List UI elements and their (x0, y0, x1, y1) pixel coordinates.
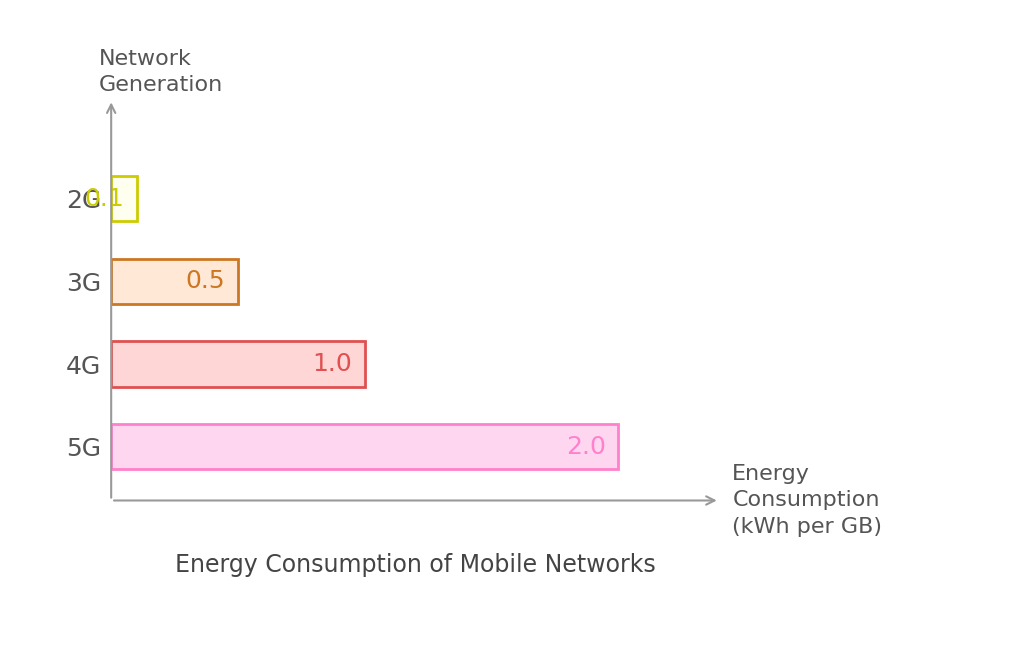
Text: 0.1: 0.1 (84, 187, 124, 211)
Text: Energy
Consumption
(kWh per GB): Energy Consumption (kWh per GB) (732, 464, 883, 537)
Text: 0.5: 0.5 (185, 269, 225, 293)
Text: Network
Generation: Network Generation (99, 49, 223, 95)
Bar (112, 342, 365, 387)
Bar (112, 176, 136, 222)
Text: Energy Consumption of Mobile Networks: Energy Consumption of Mobile Networks (175, 553, 655, 576)
Text: 2.0: 2.0 (565, 435, 605, 459)
Bar (112, 424, 618, 470)
Bar (112, 259, 238, 304)
Text: 1.0: 1.0 (312, 352, 352, 376)
